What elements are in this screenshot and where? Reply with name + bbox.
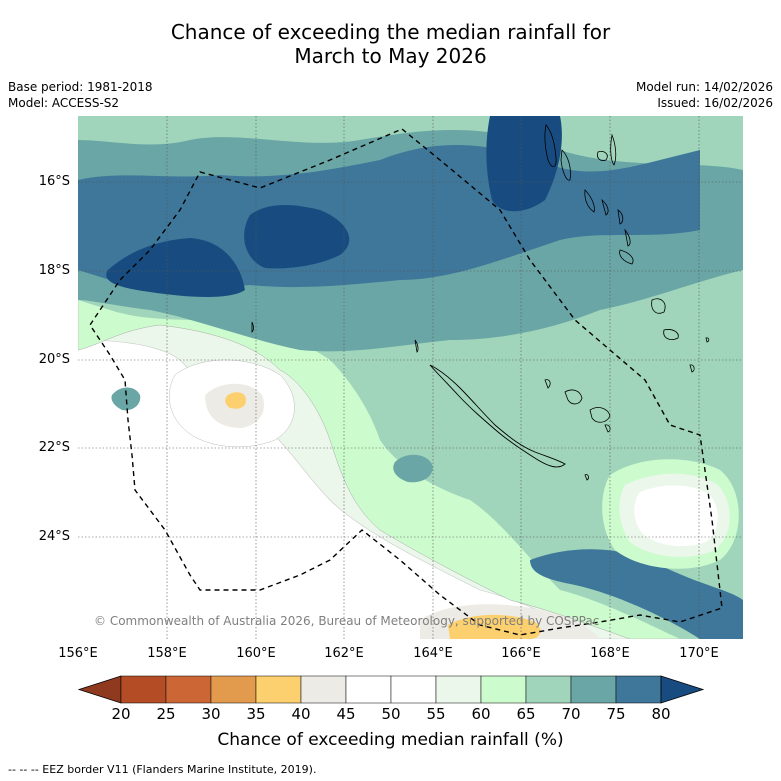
lat-label-22s: 22°S (38, 440, 70, 455)
lon-label-156e: 156°E (58, 646, 98, 661)
loyalty-islands-coast (544, 379, 611, 481)
base-period: Base period: 1981-2018 (8, 80, 153, 94)
model-run: Model run: 14/02/2026 (635, 80, 773, 94)
colorbar-tick-label: 25 (156, 705, 176, 723)
contour-80-blob-north (486, 116, 562, 212)
colorbar (77, 675, 705, 704)
colorbar-segment-25-30 (165, 675, 212, 704)
colorbar-tick-label: 30 (201, 705, 221, 723)
copyright-notice: © Commonwealth of Australia 2026, Bureau… (94, 614, 600, 628)
issued-date: Issued: 16/02/2026 (657, 96, 773, 110)
colorbar-segment-20-25 (120, 675, 167, 704)
vanuatu-coast (544, 124, 634, 265)
lon-label-162e: 162°E (324, 646, 364, 661)
contour-45-55-se-hole (634, 485, 718, 547)
colorbar-arrow-high (660, 675, 705, 704)
colorbar-segment-70-75 (570, 675, 617, 704)
colorbar-tick-label: 75 (606, 705, 626, 723)
eez-footnote: -- -- -- EEZ border V11 (Flanders Marine… (8, 763, 317, 776)
colorbar-segment-50-55 (390, 675, 437, 704)
meta-left: Base period: 1981-2018 Model: ACCESS-S2 (8, 79, 153, 111)
lat-label-24s: 24°S (38, 529, 70, 544)
colorbar-tick-label: 40 (291, 705, 311, 723)
contour-75-80-se (530, 549, 743, 639)
colorbar-segment-55-60 (435, 675, 482, 704)
lon-label-164e: 164°E (413, 646, 453, 661)
colorbar-title: Chance of exceeding median rainfall (%) (217, 730, 564, 750)
meta-right: Model run: 14/02/2026 Issued: 16/02/2026 (636, 79, 773, 111)
contour-central-patch (393, 454, 433, 483)
colorbar-tick-label: 35 (246, 705, 266, 723)
colorbar-tick-label: 65 (516, 705, 536, 723)
colorbar-segment-75-80 (615, 675, 662, 704)
small-islands (251, 321, 419, 353)
colorbar-arrow-low (77, 675, 122, 704)
contour-south-dry-core (448, 614, 541, 639)
colorbar-tick-label: 45 (336, 705, 356, 723)
lat-label-16s: 16°S (38, 174, 70, 189)
colorbar-tick-label: 70 (561, 705, 581, 723)
lon-label-168e: 168°E (590, 646, 630, 661)
contour-west-dry-core (225, 392, 246, 409)
title-line-1: Chance of exceeding the median rainfall … (170, 20, 611, 44)
lon-label-170e: 170°E (679, 646, 719, 661)
contour-80-blob-central (244, 205, 350, 269)
title-line-2: March to May 2026 (294, 44, 487, 68)
model-name: Model: ACCESS-S2 (8, 96, 120, 110)
contour-west-patch (111, 387, 141, 411)
lon-label-166e: 166°E (501, 646, 541, 661)
lat-label-18s: 18°S (38, 263, 70, 278)
colorbar-segment-60-65 (480, 675, 527, 704)
colorbar-tick-label: 50 (381, 705, 401, 723)
colorbar-tick-label: 20 (111, 705, 131, 723)
lat-label-20s: 20°S (38, 352, 70, 367)
map-contours (78, 116, 743, 639)
lon-label-160e: 160°E (236, 646, 276, 661)
colorbar-tick-label: 55 (426, 705, 446, 723)
map-gridlines (78, 116, 743, 639)
chart-title: Chance of exceeding the median rainfall … (0, 20, 781, 68)
colorbar-segment-65-70 (525, 675, 572, 704)
lon-label-158e: 158°E (147, 646, 187, 661)
colorbar-segment-30-35 (210, 675, 257, 704)
colorbar-tick-label: 80 (651, 705, 671, 723)
new-caledonia-coast (429, 364, 566, 468)
colorbar-segment-35-40 (255, 675, 302, 704)
colorbar-segment-40-45 (300, 675, 347, 704)
eez-border (89, 128, 723, 636)
contour-80-blob-west (106, 238, 245, 297)
colorbar-tick-label: 60 (471, 705, 491, 723)
fiji-coast (651, 298, 710, 373)
colorbar-segment-45-50 (345, 675, 392, 704)
